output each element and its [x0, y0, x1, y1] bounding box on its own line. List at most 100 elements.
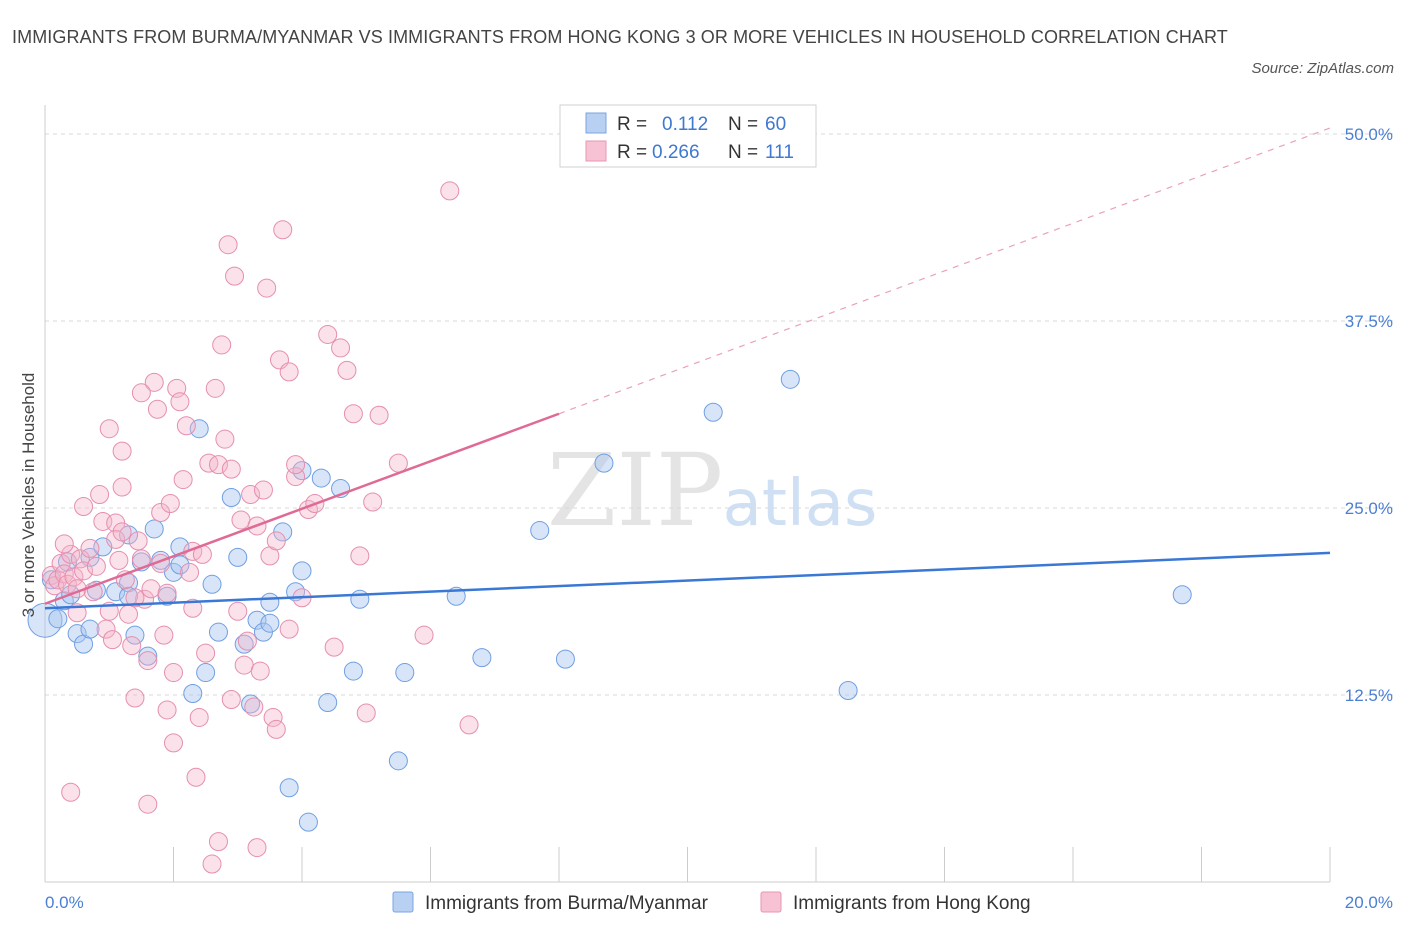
- hongkong-point-25: [125, 688, 145, 708]
- hongkong-point-16: [96, 619, 116, 639]
- x-tick-label-left: 0.0%: [45, 893, 84, 912]
- watermark-atlas: atlas: [723, 467, 878, 541]
- stats-n-value-2: 111: [765, 142, 794, 163]
- hongkong-point-83: [356, 703, 376, 723]
- burma-point-49: [594, 453, 614, 473]
- hongkong-point-62: [244, 697, 264, 717]
- burma-point-26: [228, 547, 248, 567]
- burma-point-16: [138, 646, 158, 666]
- hongkong-point-9: [70, 549, 90, 569]
- stats-r-value-1: 0.112: [662, 114, 708, 135]
- burma-point-15: [125, 625, 145, 645]
- hongkong-point-29: [138, 651, 158, 671]
- hongkong-point-35: [157, 700, 177, 720]
- hongkong-point-71: [273, 220, 293, 240]
- hongkong-point-30: [141, 579, 161, 599]
- hongkong-point-80: [337, 360, 357, 380]
- burma-point-6: [67, 624, 87, 644]
- hongkong-point-84: [363, 492, 383, 512]
- hongkong-point-105: [157, 583, 177, 603]
- hongkong-point-41: [176, 416, 196, 436]
- trend-lines: [44, 127, 1331, 610]
- stats-n-label-2: N =: [728, 142, 758, 163]
- hongkong-point-40: [173, 470, 193, 490]
- axes: [44, 105, 1331, 883]
- burma-point-47: [530, 520, 550, 540]
- hongkong-point-34: [154, 625, 174, 645]
- stats-legend-swatch-blue: [585, 112, 607, 134]
- chart-title: IMMIGRANTS FROM BURMA/MYANMAR VS IMMIGRA…: [12, 27, 1228, 47]
- y-axis-label: 3 or more Vehicles in Household: [19, 373, 38, 618]
- hongkong-point-39: [170, 392, 190, 412]
- stats-r-label-2: R =: [617, 142, 647, 163]
- hongkong-point-93: [112, 441, 132, 461]
- watermark-zip: ZIP: [547, 432, 723, 549]
- hongkong-point-65: [253, 480, 273, 500]
- hongkong-point-48: [199, 453, 219, 473]
- stats-n-label-1: N =: [728, 114, 758, 135]
- hongkong-point-31: [144, 372, 164, 392]
- hongkong-point-108: [286, 455, 306, 475]
- hongkong-point-11: [80, 538, 100, 558]
- hongkong-point-55: [221, 459, 241, 479]
- hongkong-point-88: [440, 181, 460, 201]
- burma-point-2: [48, 609, 68, 629]
- stats-r-value-2: 0.266: [652, 142, 700, 163]
- burma-point-27: [234, 634, 254, 654]
- hongkong-point-92: [99, 419, 119, 439]
- hongkong-point-32: [147, 399, 167, 419]
- hongkong-point-68: [263, 707, 283, 727]
- y-tick-label-0: 12.5%: [1345, 686, 1393, 705]
- hongkong-point-52: [212, 335, 232, 355]
- hongkong-point-36: [160, 494, 180, 514]
- hongkong-point-103: [106, 529, 126, 549]
- y-tick-label-3: 50.0%: [1345, 125, 1393, 144]
- series-hongkong-points: [41, 181, 479, 874]
- hongkong-point-95: [138, 794, 158, 814]
- hongkong-point-99: [266, 719, 286, 739]
- hongkong-point-13: [86, 556, 106, 576]
- hongkong-point-101: [54, 534, 74, 554]
- hongkong-point-51: [208, 455, 228, 475]
- burma-point-39: [318, 692, 338, 712]
- hongkong-point-56: [225, 266, 245, 286]
- x-tick-label-right: 20.0%: [1345, 893, 1393, 912]
- hongkong-point-94: [131, 383, 151, 403]
- burma-point-41: [343, 661, 363, 681]
- y-tick-label-1: 25.0%: [1345, 499, 1393, 518]
- source-label: Source: ZipAtlas.com: [1251, 60, 1394, 77]
- burma-point-59: [292, 561, 312, 581]
- hongkong-point-61: [241, 485, 261, 505]
- hongkong-point-107: [221, 689, 241, 709]
- burma-point-51: [780, 369, 800, 389]
- burma-point-46: [472, 648, 492, 668]
- burma-point-53: [1172, 585, 1192, 605]
- hongkong-point-24: [122, 636, 142, 656]
- hongkong-point-85: [369, 405, 389, 425]
- stats-r-label-1: R =: [617, 114, 647, 135]
- burma-point-37: [298, 812, 318, 832]
- hongkong-point-96: [183, 598, 203, 618]
- hongkong-point-54: [218, 235, 238, 255]
- hongkong-point-86: [388, 453, 408, 473]
- burma-point-21: [189, 419, 209, 439]
- hongkong-point-10: [74, 561, 94, 581]
- burma-point-20: [183, 684, 203, 704]
- hongkong-point-60: [237, 631, 257, 651]
- hongkong-point-69: [266, 531, 286, 551]
- hongkong-point-87: [414, 625, 434, 645]
- burma-point-43: [388, 751, 408, 771]
- hongkong-point-49: [202, 854, 222, 874]
- stats-n-value-1: 60: [765, 114, 786, 135]
- hongkong-point-72: [279, 362, 299, 382]
- burma-point-50: [703, 402, 723, 422]
- hongkong-point-100: [279, 619, 299, 639]
- hongkong-point-58: [231, 510, 251, 530]
- hongkong-point-45: [189, 707, 209, 727]
- hongkong-point-79: [331, 338, 351, 358]
- hongkong-point-109: [112, 522, 132, 542]
- hongkong-trend-extension: [558, 127, 1331, 415]
- burma-point-34: [279, 778, 299, 798]
- hongkong-point-106: [164, 663, 183, 683]
- y-tick-label-2: 37.5%: [1345, 312, 1393, 331]
